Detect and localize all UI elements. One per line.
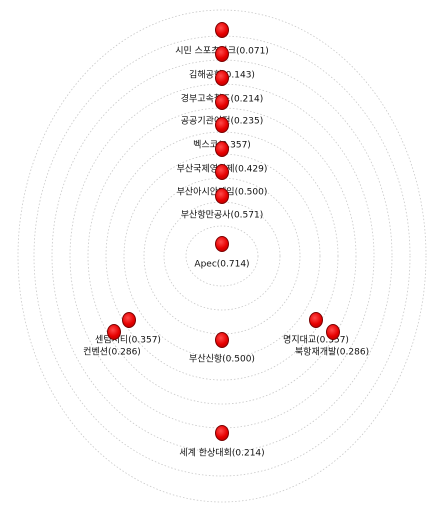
node-asian-games — [215, 164, 229, 180]
node-public-agency-relocation — [215, 94, 229, 110]
ring-1 — [185, 225, 259, 287]
node-world-hansang-convention — [215, 425, 229, 441]
label-north-port-redevelopment: 북항재개발(0.286) — [294, 347, 370, 358]
node-bexco — [215, 117, 229, 133]
node-myeongji-bridge — [309, 312, 323, 328]
node-convention — [107, 324, 121, 340]
ring-8 — [51, 59, 393, 453]
node-port-authority — [215, 188, 229, 204]
node-citizen-sports-park — [215, 22, 229, 38]
label-world-hansang-convention: 세계 한상대회(0.214) — [179, 448, 265, 459]
node-north-port-redevelopment — [326, 324, 340, 340]
ring-10 — [17, 9, 427, 503]
ring-3 — [143, 177, 301, 335]
node-busan-new-port — [215, 332, 229, 348]
ring-9 — [33, 35, 411, 477]
ring-5 — [105, 131, 339, 381]
label-convention: 컨벤션(0.286) — [83, 347, 141, 358]
ring-6 — [87, 107, 357, 405]
label-apec: Apec(0.714) — [194, 259, 250, 270]
node-centum-city — [122, 312, 136, 328]
label-myeongji-bridge: 명지대교(0.357) — [283, 335, 349, 346]
node-gyeongbu-ktx — [215, 70, 229, 86]
label-centum-city: 센텀시티(0.357) — [95, 335, 161, 346]
label-port-authority: 부산항만공사(0.571) — [180, 210, 264, 221]
node-apec — [215, 236, 229, 252]
node-gimhae-airport — [215, 46, 229, 62]
ring-7 — [69, 83, 375, 429]
ring-4 — [123, 153, 321, 359]
node-biff — [215, 141, 229, 157]
label-busan-new-port: 부산신항(0.500) — [189, 354, 255, 365]
